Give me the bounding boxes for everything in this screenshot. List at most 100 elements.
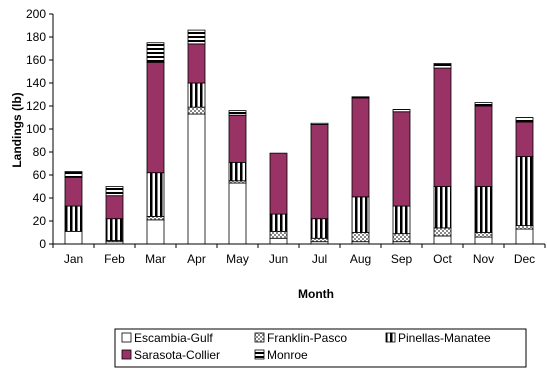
x-tick-label: Jan — [64, 252, 83, 266]
x-tick-label: Oct — [433, 252, 452, 266]
y-tick-label: 120 — [26, 99, 46, 113]
bar-segment — [474, 105, 493, 187]
x-tick-label: Dec — [514, 252, 535, 266]
bar-segment — [146, 219, 165, 245]
bar-segment — [515, 228, 534, 245]
bar-stack — [64, 171, 83, 245]
bar-segment — [351, 96, 370, 99]
y-axis-ticks: 0 20 40 60 80 100 120 140 160 180 200 — [26, 7, 53, 251]
legend-item: Sarasota-Collier — [121, 348, 220, 362]
y-tick-label: 40 — [33, 191, 47, 205]
bar-segment — [433, 67, 452, 187]
bar-segment — [269, 230, 288, 239]
bar-segment — [269, 213, 288, 232]
x-tick-label: Jun — [269, 252, 288, 266]
bar-stack — [474, 102, 493, 245]
bar-stack — [310, 122, 329, 245]
bar-segment — [105, 186, 124, 197]
bar-segment — [187, 82, 206, 108]
bar-segment — [433, 227, 452, 237]
legend-item: Pinellas-Manatee — [385, 331, 491, 345]
bar-segment — [228, 110, 247, 116]
bar-segment — [64, 176, 83, 207]
x-tick-label: Feb — [104, 252, 125, 266]
bar-segment — [433, 63, 452, 69]
bar-segment — [392, 111, 411, 207]
legend-item: Franklin-Pasco — [254, 331, 347, 345]
x-tick-label: May — [226, 252, 249, 266]
legend-label: Monroe — [267, 348, 308, 362]
bar-segment — [228, 182, 247, 245]
legend-swatch — [254, 349, 265, 360]
bar-segment — [433, 235, 452, 245]
bar-segment — [146, 172, 165, 217]
bar-segment — [187, 43, 206, 84]
bar-segment — [515, 156, 534, 227]
bar-segment — [515, 117, 534, 123]
bar-segment — [351, 232, 370, 243]
y-tick-label: 60 — [33, 168, 47, 182]
legend-label: Pinellas-Manatee — [398, 331, 491, 345]
bar-segment — [474, 236, 493, 245]
bar-stack — [187, 29, 206, 245]
bar-stack — [515, 117, 534, 245]
y-tick-label: 160 — [26, 53, 46, 67]
legend-swatch — [385, 332, 396, 343]
bar-segment — [310, 237, 329, 243]
legend-label: Sarasota-Collier — [134, 348, 220, 362]
bar-segment — [269, 237, 288, 245]
bar-segment — [474, 102, 493, 107]
x-tick-label: Mar — [145, 252, 166, 266]
bar-segment — [105, 218, 124, 241]
y-tick-label: 0 — [39, 237, 46, 251]
bar-segment — [515, 121, 534, 157]
y-tick-label: 140 — [26, 76, 46, 90]
bar-segment — [187, 29, 206, 45]
bar-segment — [310, 124, 329, 220]
y-axis-title: Landings (lb) — [10, 92, 24, 167]
bar-segment — [474, 186, 493, 233]
bar-segment — [64, 205, 83, 232]
bar-stack — [392, 109, 411, 245]
x-tick-label: Jul — [312, 252, 327, 266]
bar-segment — [187, 113, 206, 245]
y-tick-label: 180 — [26, 30, 46, 44]
bar-segment — [146, 42, 165, 63]
bar-segment — [228, 114, 247, 163]
bar-segment — [351, 97, 370, 198]
bar-stack — [228, 110, 247, 245]
y-axis-title-group: Landings (lb) — [10, 92, 24, 167]
bar-segment — [64, 230, 83, 245]
bar-segment — [146, 61, 165, 174]
legend-swatch — [121, 349, 132, 360]
legend-item: Escambia-Gulf — [121, 331, 213, 345]
bar-segment — [310, 122, 329, 125]
x-tick-label: Aug — [350, 252, 371, 266]
bar-segment — [433, 186, 452, 229]
bar-segment — [392, 233, 411, 243]
x-axis-title: Month — [298, 287, 334, 301]
bar-segment — [146, 215, 165, 221]
bar-segment — [351, 196, 370, 233]
legend-box — [114, 328, 527, 368]
bar-segment — [310, 218, 329, 239]
bar-segment — [228, 161, 247, 182]
legend-swatch — [121, 332, 132, 343]
bar-segment — [187, 106, 206, 115]
legend-label: Franklin-Pasco — [267, 331, 347, 345]
legend-swatch — [254, 332, 265, 343]
bar-stack — [105, 186, 124, 245]
bar-segment — [474, 232, 493, 238]
x-tick-label: Sep — [391, 252, 413, 266]
bar-segment — [105, 195, 124, 220]
x-tick-label: Nov — [473, 252, 494, 266]
bar-segment — [515, 225, 534, 230]
x-axis-ticks: Jan Feb Mar Apr May Jun Jul Aug Sep Oct Nov Dec — [52, 244, 546, 266]
legend-item: Monroe — [254, 348, 308, 362]
bar-segment — [269, 152, 288, 215]
x-tick-label: Apr — [187, 252, 206, 266]
bar-stack — [433, 63, 452, 245]
bar-stack — [351, 96, 370, 245]
bar-segment — [392, 109, 411, 113]
